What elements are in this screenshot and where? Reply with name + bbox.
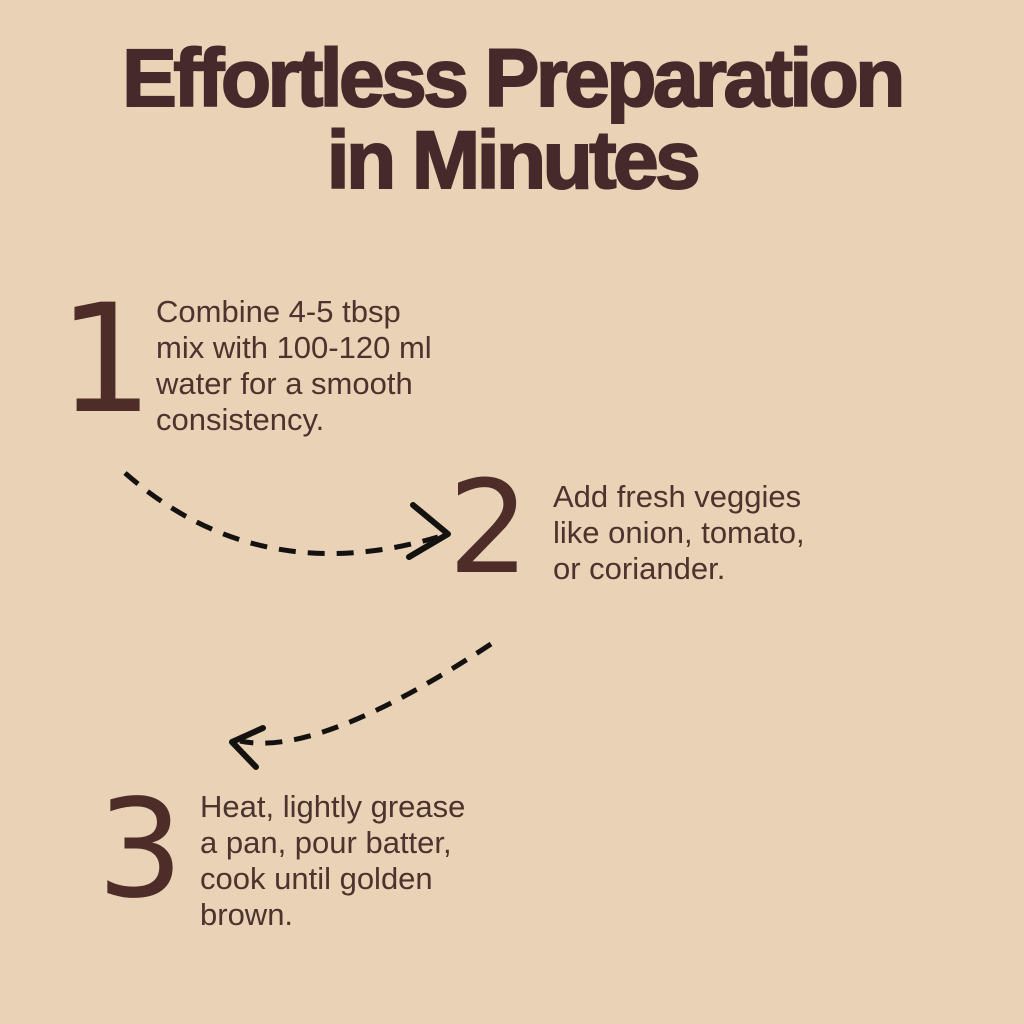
- step-3-line-2: a pan, pour batter,: [200, 825, 452, 860]
- step-1-description: Combine 4-5 tbsp mix with 100-120 ml wat…: [156, 294, 432, 438]
- step-3-description: Heat, lightly grease a pan, pour batter,…: [200, 789, 465, 933]
- step-1-line-3: water for a smooth: [156, 366, 413, 401]
- step-1-line-1: Combine 4-5 tbsp: [156, 294, 401, 329]
- step-2-line-3: or coriander.: [553, 551, 726, 586]
- step-2-line-2: like onion, tomato,: [553, 515, 805, 550]
- arrow-step1-to-step2-icon: [123, 471, 451, 560]
- step-1-line-4: consistency.: [156, 402, 325, 437]
- step-1-number: 1: [58, 273, 154, 447]
- step-3-line-1: Heat, lightly grease: [200, 789, 466, 824]
- step-3-line-3: cook until golden: [200, 861, 433, 896]
- step-2-line-1: Add fresh veggies: [553, 479, 802, 514]
- page-title-line-1: Effortless Preparation: [121, 33, 906, 124]
- arrow-step2-to-step3-icon: [229, 641, 493, 770]
- step-3-line-4: brown.: [200, 897, 294, 932]
- step-3-number: 3: [97, 771, 184, 929]
- step-1-line-2: mix with 100-120 ml: [156, 330, 432, 365]
- page-title-line-2: in Minutes: [326, 115, 702, 206]
- step-2-description: Add fresh veggies like onion, tomato, or…: [553, 479, 805, 587]
- page-title: Effortless Preparation in Minutes: [0, 33, 1024, 206]
- step-2-number: 2: [448, 454, 530, 603]
